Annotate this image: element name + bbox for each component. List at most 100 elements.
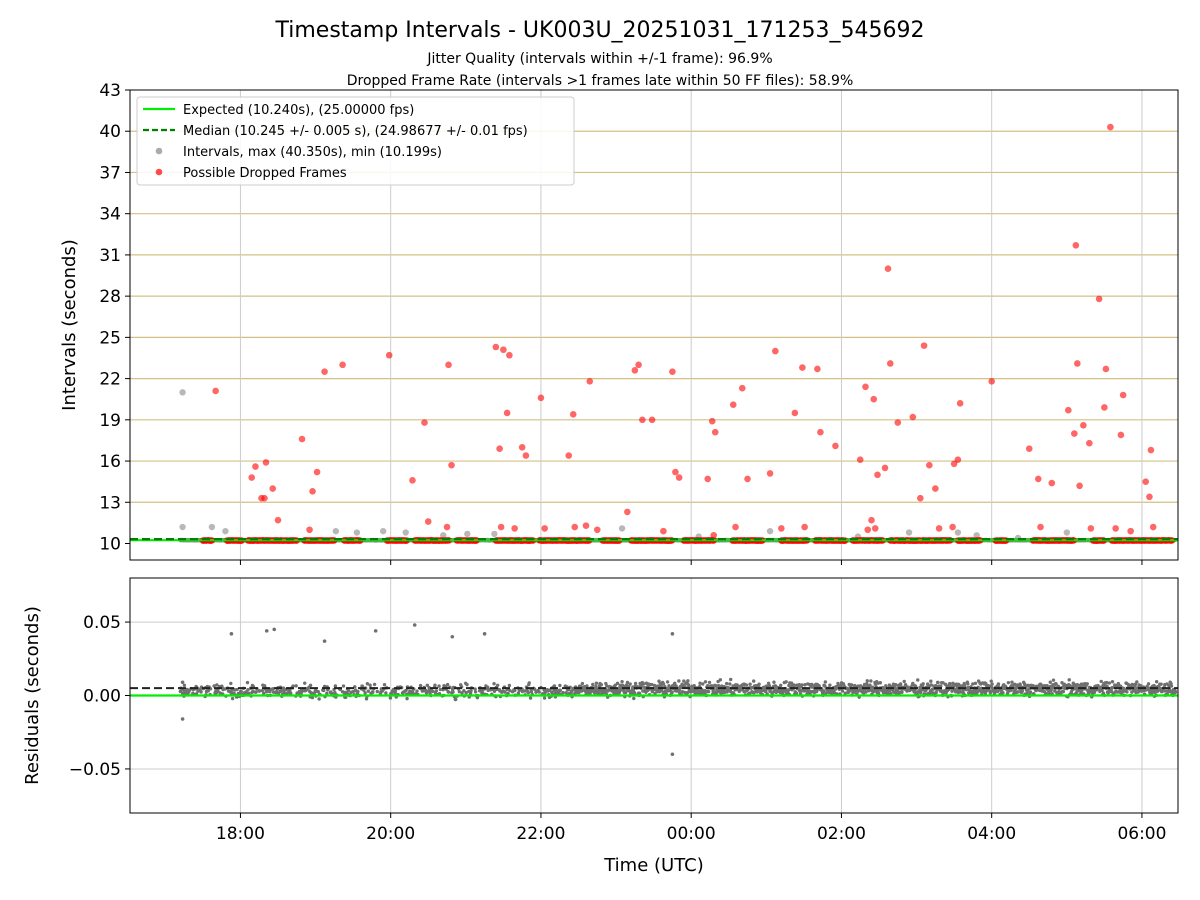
residual-point <box>279 689 283 693</box>
residual-point <box>437 684 441 688</box>
xtick-label: 18:00 <box>216 824 265 844</box>
residuals-y-axis: 0.050.00−0.05 <box>69 613 130 780</box>
residual-point <box>1146 682 1151 686</box>
residual-point <box>1026 683 1031 688</box>
residual-point <box>729 677 733 682</box>
residual-point <box>257 689 262 693</box>
dropped-frame-point <box>710 531 718 539</box>
dropped-frame-point <box>212 387 219 395</box>
residual-point <box>599 683 604 687</box>
residual-point <box>1054 682 1058 686</box>
residual-point <box>1126 682 1130 687</box>
intervals-ytick-label: 19 <box>99 411 121 431</box>
residuals-reference-lines <box>130 687 1178 697</box>
dropped-frame-point <box>248 474 256 481</box>
residual-point <box>239 689 243 694</box>
residual-point <box>457 690 462 694</box>
intervals-ytick-label: 43 <box>99 81 121 101</box>
interval-point <box>179 523 186 531</box>
dropped-frame-point <box>262 459 270 466</box>
dropped-frame-point <box>522 452 530 459</box>
dropped-frame-point <box>675 474 683 481</box>
dropped-frame-point <box>1112 525 1119 532</box>
dropped-frame-point <box>631 367 639 374</box>
residual-point <box>613 683 618 687</box>
dropped-frame-point <box>917 494 924 502</box>
interval-point <box>1063 529 1071 536</box>
residual-point <box>340 690 345 694</box>
residual-point <box>751 679 756 683</box>
dropped-frame-point <box>799 364 806 371</box>
residual-point <box>884 684 888 688</box>
residual-point <box>971 682 975 686</box>
residual-point <box>434 689 439 693</box>
dropped-frame-point <box>1025 445 1033 452</box>
dropped-frame-point <box>1086 439 1093 447</box>
dropped-frame-point <box>932 485 939 492</box>
residual-point <box>325 691 329 696</box>
residual-point <box>889 691 893 696</box>
dropped-frame-point <box>926 461 933 469</box>
legend-dropped-label: Possible Dropped Frames <box>183 166 347 181</box>
dropped-frame-point <box>269 485 277 492</box>
dropped-frame-point <box>1101 404 1108 411</box>
dropped-frame-point <box>949 523 956 531</box>
dropped-frame-point <box>624 508 631 516</box>
residual-point <box>375 689 380 694</box>
dropped-frame-point <box>708 417 716 425</box>
dropped-frame-point <box>321 368 328 376</box>
residual-point <box>558 683 562 688</box>
residual-point <box>454 697 458 702</box>
residual-point <box>558 688 563 692</box>
residual-point <box>215 683 219 687</box>
residuals-ytick-label: 0.00 <box>83 687 121 707</box>
interval-point <box>905 529 913 536</box>
dropped-frame-point <box>1095 295 1103 303</box>
dropped-frame-point <box>988 378 995 385</box>
residual-point <box>468 691 473 696</box>
residual-point <box>333 691 337 695</box>
residual-point <box>552 684 557 688</box>
dropped-frame-point <box>1048 479 1056 487</box>
dropped-frame-point <box>884 265 892 272</box>
residual-point <box>939 684 943 688</box>
dropped-frame-point <box>424 518 432 525</box>
residual-point <box>577 691 581 695</box>
intervals-plot-frame <box>129 89 1179 561</box>
dropped-frame-point <box>518 444 526 451</box>
dropped-frame-point <box>832 442 839 450</box>
residual-point <box>264 629 269 633</box>
residual-point <box>317 697 321 701</box>
residual-point <box>792 684 796 688</box>
residual-point <box>321 688 326 693</box>
residual-point <box>673 681 677 686</box>
intervals-ytick-label: 10 <box>99 535 121 555</box>
dropped-frame-point <box>511 525 518 532</box>
residual-point <box>865 682 869 686</box>
residual-point <box>507 683 512 688</box>
interval-point <box>440 532 447 539</box>
residual-point <box>580 681 585 686</box>
dropped-frame-point <box>886 360 894 367</box>
interval-point <box>491 530 498 538</box>
dropped-frame-point <box>421 419 428 426</box>
residual-point <box>368 683 372 687</box>
residual-point <box>936 680 940 685</box>
residual-point <box>836 681 840 686</box>
residual-point <box>595 687 599 691</box>
residual-point <box>384 691 388 695</box>
residual-point <box>451 690 455 694</box>
interval-point <box>402 529 409 536</box>
residual-point <box>931 691 936 695</box>
residual-point <box>1104 680 1109 685</box>
residual-point <box>180 680 185 685</box>
residual-point <box>482 632 487 636</box>
residual-point <box>272 627 277 632</box>
dropped-frame-point <box>1065 406 1072 414</box>
dropped-frame-point <box>261 494 268 502</box>
residual-point <box>356 689 360 694</box>
residual-point <box>1167 683 1171 688</box>
residual-point <box>561 690 565 695</box>
residual-point <box>728 682 732 686</box>
residual-point <box>876 691 881 695</box>
